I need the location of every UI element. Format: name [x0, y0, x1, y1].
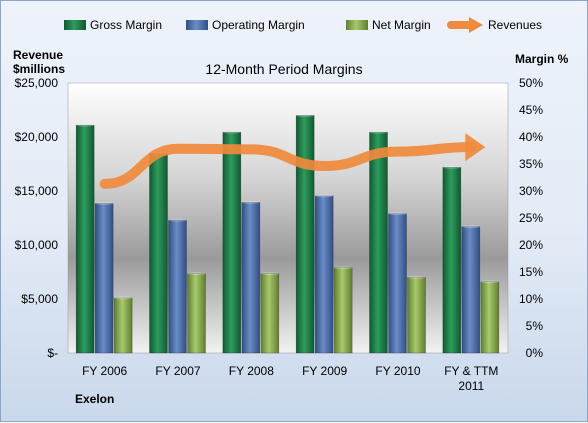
left-axis-title-line2: $millions [13, 62, 65, 76]
right-axis-tick-label: 5% [526, 319, 544, 333]
bar-top-highlight [260, 272, 279, 276]
bar-top-highlight [480, 280, 499, 284]
bar-gross-margin [149, 152, 168, 354]
right-axis-tick-label: 25% [519, 211, 543, 225]
company-name: Exelon [75, 392, 114, 406]
right-axis-tick-label: 45% [519, 103, 543, 117]
right-axis-tick-label: 35% [519, 157, 543, 171]
bar-operating-margin [241, 202, 261, 354]
bar-operating-margin [314, 195, 334, 354]
bar-top-highlight [442, 165, 461, 169]
legend-label-net-margin: Net Margin [372, 18, 431, 32]
left-axis-tick-label: $15,000 [15, 184, 59, 198]
category-label: FY 2006 [82, 364, 127, 378]
bar-net-margin [480, 281, 500, 354]
bar-net-margin [260, 273, 280, 354]
legend-swatch-net-margin [346, 20, 368, 30]
bar-net-margin [113, 297, 133, 354]
left-axis-title-line1: Revenue [13, 48, 63, 62]
category-label: FY 2008 [229, 364, 274, 378]
right-axis-tick-label: 40% [519, 130, 543, 144]
revenue-arrowhead [465, 133, 486, 162]
left-axis-tick-label: $20,000 [15, 130, 59, 144]
left-axis-ticks: $- $5,000 $10,000 $15,000 $20,000 $25,000 [15, 76, 59, 360]
revenue-line [99, 133, 486, 189]
category-labels: FY 2006 FY 2007 FY 2008 FY 2009 FY 2010 FY & … [82, 364, 498, 393]
left-axis-tick-label: $- [47, 346, 58, 360]
bar-operating-margin [388, 213, 407, 354]
bar-top-highlight [461, 225, 480, 229]
legend-label-revenues: Revenues [488, 18, 542, 32]
chart-title: 12-Month Period Margins [205, 61, 362, 77]
bar-top-highlight [334, 266, 353, 270]
bar-top-highlight [407, 275, 426, 279]
bar-top-highlight [114, 296, 133, 300]
category-label: FY 2010 [375, 364, 420, 378]
bar-top-highlight [222, 130, 241, 134]
revenue-series-line [99, 142, 477, 189]
plot-area [67, 82, 509, 354]
bar-net-margin [333, 267, 353, 354]
legend-revenues-arrowhead [469, 17, 483, 33]
right-axis-tick-label: 20% [519, 238, 543, 252]
bar-gross-margin [295, 115, 315, 354]
bars [75, 113, 500, 354]
legend-label-operating-margin: Operating Margin [212, 18, 305, 32]
right-axis-ticks: 0% 5% 10% 15% 20% 25% 30% 35% 40% 45% 50% [519, 76, 543, 360]
bar-gross-margin [369, 131, 388, 354]
bar-top-highlight [241, 200, 260, 204]
legend: Gross Margin Operating Margin Net Margin… [64, 17, 542, 33]
category-label: FY & TTM [444, 364, 498, 378]
bar-top-highlight [187, 272, 206, 276]
bar-net-margin [407, 277, 426, 354]
right-axis-title: Margin % [515, 52, 569, 66]
bar-top-highlight [76, 123, 95, 127]
bar-gross-margin [442, 166, 462, 354]
category-label-line2: 2011 [458, 379, 484, 393]
bar-top-highlight [168, 218, 187, 222]
right-axis-tick-label: 15% [519, 265, 543, 279]
bar-operating-margin [461, 226, 481, 354]
right-axis-tick-label: 30% [519, 184, 543, 198]
bar-gross-margin [222, 131, 242, 354]
bar-top-highlight [95, 201, 114, 205]
bar-top-highlight [315, 194, 334, 198]
right-axis-tick-label: 0% [526, 346, 544, 360]
left-axis-tick-label: $25,000 [15, 76, 59, 90]
right-axis-tick-label: 10% [519, 292, 543, 306]
bar-top-highlight [369, 130, 388, 134]
category-label: FY 2009 [302, 364, 347, 378]
left-axis-tick-label: $5,000 [21, 292, 58, 306]
bar-top-highlight [388, 212, 407, 216]
bar-gross-margin [75, 124, 95, 354]
bar-operating-margin [94, 203, 114, 354]
category-label: FY 2007 [155, 364, 200, 378]
bar-operating-margin [168, 219, 187, 354]
legend-label-gross-margin: Gross Margin [90, 18, 162, 32]
legend-swatch-operating-margin [186, 20, 208, 30]
bar-top-highlight [296, 113, 315, 117]
right-axis-tick-label: 50% [519, 76, 543, 90]
bar-net-margin [187, 273, 206, 354]
left-axis-tick-label: $10,000 [15, 238, 59, 252]
legend-swatch-gross-margin [64, 20, 86, 30]
